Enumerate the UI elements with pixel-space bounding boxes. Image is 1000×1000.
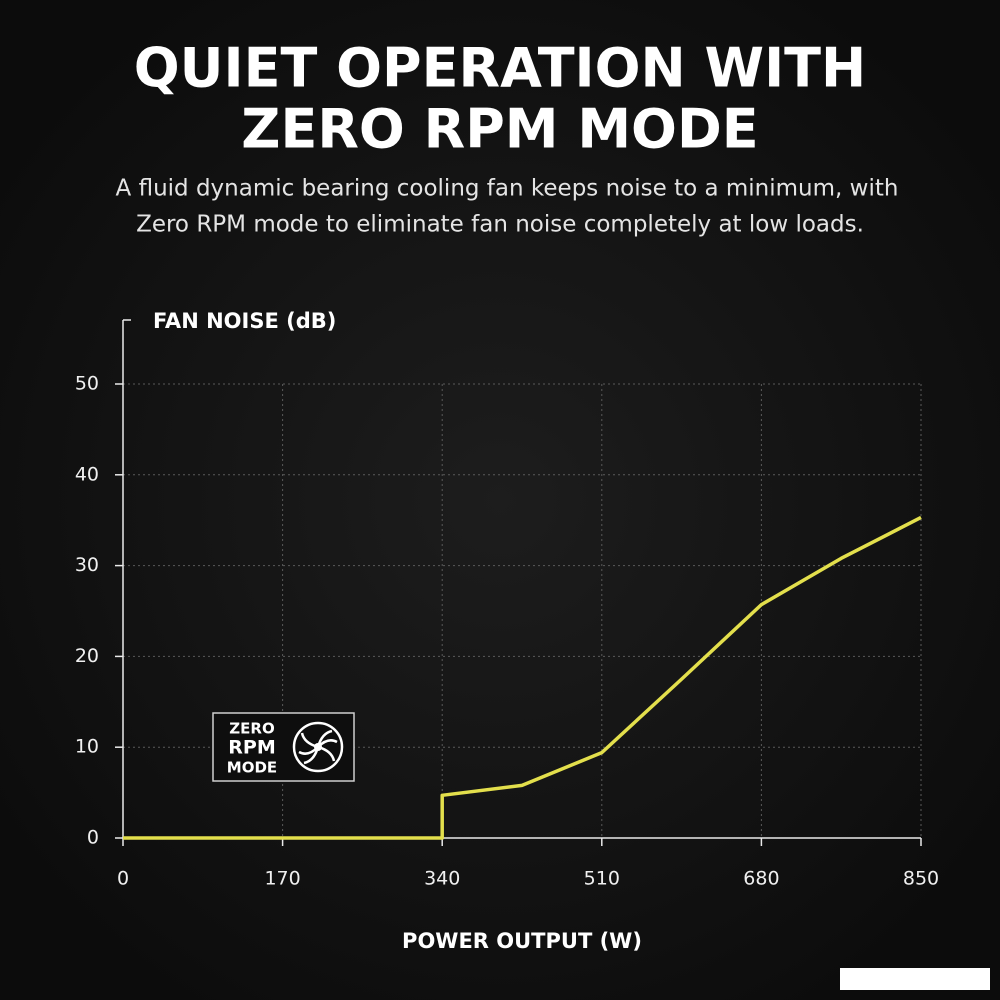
y-tick-label: 50	[75, 373, 99, 395]
zero-rpm-badge: ZERO RPM MODE	[212, 712, 355, 782]
data-line	[123, 515, 922, 840]
x-tick-label: 170	[264, 868, 300, 890]
y-axis-label: FAN NOISE (dB)	[153, 309, 336, 333]
title-line: QUIET OPERATION WITH	[134, 37, 866, 100]
badge-text: MODE	[227, 759, 277, 777]
y-tick-label: 10	[75, 736, 99, 758]
fan-hub	[314, 743, 322, 751]
title-line: ZERO RPM MODE	[241, 98, 758, 161]
x-tick-label: 510	[584, 868, 620, 890]
x-tick-label: 850	[903, 868, 939, 890]
fan-icon	[292, 721, 344, 773]
x-tick-label: 680	[743, 868, 779, 890]
y-tick-label: 40	[75, 463, 99, 485]
y-tick-label: 0	[87, 827, 99, 849]
x-axis-label: POWER OUTPUT (W)	[402, 929, 642, 953]
x-tick-label: 340	[424, 868, 460, 890]
subtitle-line: A fluid dynamic bearing cooling fan keep…	[116, 176, 899, 202]
y-tick-label: 30	[75, 554, 99, 576]
badge-box	[212, 712, 355, 782]
subtitle-line: Zero RPM mode to eliminate fan noise com…	[136, 212, 864, 238]
x-tick-label: 0	[117, 868, 129, 890]
badge-text: ZERO	[229, 720, 274, 738]
badge-text: RPM	[228, 737, 275, 759]
corner-block	[840, 968, 990, 990]
y-tick-label: 20	[75, 645, 99, 667]
